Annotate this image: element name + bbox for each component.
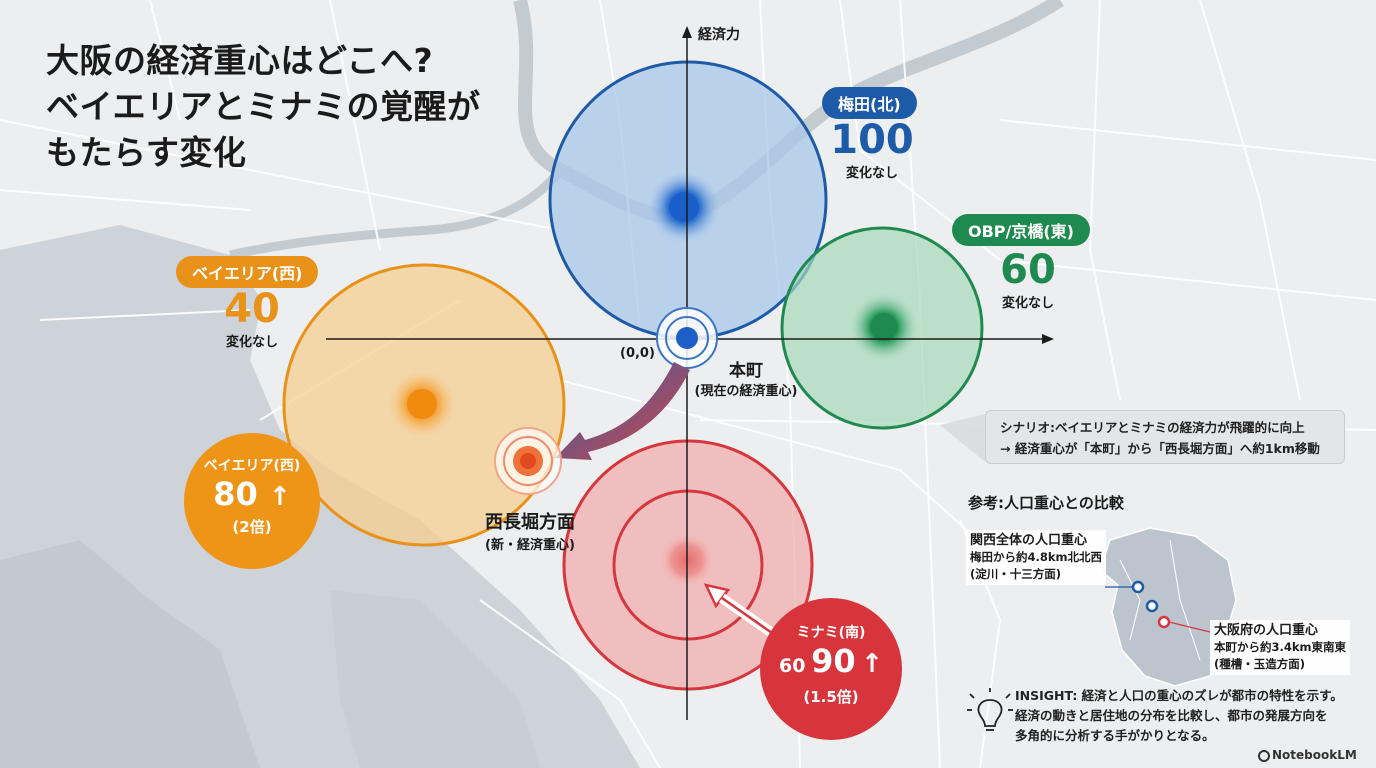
obp-pill: OBP/京橋(東) (952, 214, 1090, 246)
osaka-title: 大阪府の人口重心 (1214, 623, 1319, 638)
bay-callout-label: ベイエリア(西) (203, 458, 301, 474)
obp-value: 60 (1000, 247, 1056, 293)
nishinagahori-label: 西長堀方面 (485, 512, 575, 533)
minami-callout-ratio: (1.5倍) (803, 688, 859, 706)
title-line-1: 大阪の経済重心はどこへ? (46, 41, 434, 80)
minami-old-value: 60 (779, 655, 806, 677)
lightbulb-icon (967, 688, 1013, 731)
up-arrow-icon: ↑ (861, 649, 883, 679)
honmachi-label: 本町 (729, 361, 763, 381)
kansai-desc-1: 梅田から約4.8km北北西 (970, 550, 1103, 564)
insight-text: INSIGHT: 経済と人口の重心のズレが都市の特性を示す。 経済の動きと居住地… (1015, 686, 1355, 746)
insight-line-3: 多角的に分析する手がかりとなる。 (1015, 728, 1215, 743)
page-title: 大阪の経済重心はどこへ? ベイエリアとミナミの覚醒が もたらす変化 (46, 38, 526, 176)
umeda-note: 変化なし (845, 166, 899, 181)
scenario-line-1: シナリオ:ベイエリアとミナミの経済力が飛躍的に向上 (1000, 420, 1305, 435)
kansai-population-center: 関西全体の人口重心 梅田から約4.8km北北西 (淀川・十三方面) (966, 530, 1107, 585)
nishinagahori-sub-label: (新・経済重心) (485, 538, 575, 553)
minami-callout-value: 90 (811, 642, 856, 680)
osaka-population-center: 大阪府の人口重心 本町から約3.4km東南東 (種槽・玉造方面) (1210, 620, 1351, 675)
bay-pill: ベイエリア(西) (176, 256, 319, 288)
scenario-box: シナリオ:ベイエリアとミナミの経済力が飛躍的に向上 → 経済重心が「本町」から「… (985, 410, 1345, 464)
bay-note: 変化なし (225, 335, 279, 350)
footer-brand: NotebookLM (1272, 748, 1357, 762)
kansai-desc-2: (淀川・十三方面) (970, 567, 1062, 581)
umeda-pill: 梅田(北) (822, 87, 917, 119)
insight-line-1: INSIGHT: 経済と人口の重心のズレが都市の特性を示す。 (1015, 688, 1343, 703)
bay-callout-value: 80 (213, 475, 258, 513)
minami-callout-label: ミナミ(南) (796, 625, 866, 641)
bay-callout: ベイエリア(西) 80 ↑ (2倍) (184, 433, 320, 569)
notebooklm-logo-icon (1258, 750, 1270, 762)
up-arrow-icon: ↑ (268, 482, 291, 512)
kansai-title: 関西全体の人口重心 (970, 533, 1088, 548)
insight-line-2: 経済の動きと居住地の分布を比較し、都市の発展方向を (1015, 708, 1328, 723)
scenario-line-2: → 経済重心が「本町」から「西長堀方面」へ約1km移動 (1000, 441, 1320, 456)
origin-label: (0,0) (620, 346, 655, 361)
bay-value: 40 (224, 286, 280, 332)
minami-callout: ミナミ(南) 60 90 ↑ (1.5倍) (760, 598, 902, 740)
bay-callout-ratio: (2倍) (232, 518, 272, 536)
obp-note: 変化なし (1001, 296, 1055, 311)
honmachi-sub-label: (現在の経済重心) (694, 384, 798, 399)
reference-title: 参考:人口重心との比較 (968, 494, 1124, 512)
umeda-value: 100 (830, 117, 914, 163)
osaka-desc-1: 本町から約3.4km東南東 (1214, 640, 1347, 654)
title-line-2: ベイエリアとミナミの覚醒が (46, 87, 481, 126)
osaka-desc-2: (種槽・玉造方面) (1214, 657, 1306, 671)
title-line-3: もたらす変化 (46, 133, 247, 172)
y-axis-label: 経済力 (698, 27, 740, 43)
